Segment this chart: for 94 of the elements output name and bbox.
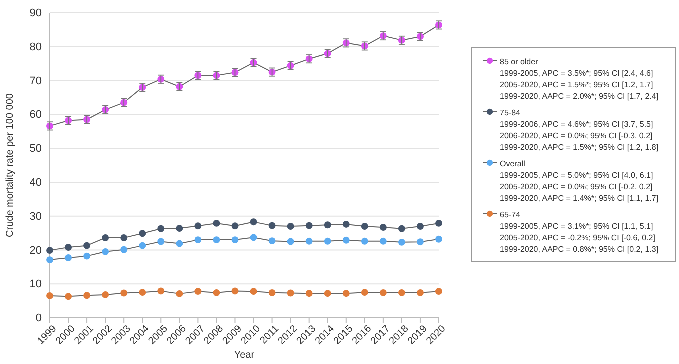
point [213,236,220,244]
y-tick-label: 0 [36,312,42,325]
point [232,222,239,230]
point [139,230,146,238]
point [250,288,258,296]
point [102,234,110,242]
point [342,220,350,228]
point [176,225,184,232]
point [342,236,350,244]
legend-label: 85 or older [500,58,539,66]
point [158,238,165,246]
point [84,292,91,300]
point [398,225,406,232]
point [398,238,406,246]
point [120,246,128,254]
point [176,290,184,298]
point [398,289,406,296]
point [324,222,332,229]
text: 1999-2020, AAPC = 1.5%*; 95% CI [1.2, 1.8] [500,143,659,152]
y-tick-label: 40 [30,176,42,189]
y-tick-label: 30 [30,210,42,223]
point [380,289,387,296]
point [417,289,424,296]
point [306,222,313,230]
point [139,242,146,250]
point [436,220,442,227]
text: 1999-2020, AAPC = 2.0%*; 95% CI [1.7, 2.4] [500,92,659,101]
point [158,288,165,295]
point [194,222,202,230]
point [287,223,294,230]
point [232,236,239,244]
text: 2005-2020, APC = 1.5%*; 95% CI [1.2, 1.7] [500,80,654,90]
point [268,289,276,296]
y-tick-label: 20 [30,244,42,257]
point [46,256,54,264]
point [306,238,313,245]
point [324,238,332,245]
point [176,240,184,248]
point [436,288,442,296]
legend-label: Overall [500,160,526,168]
text: 1999-2005, APC = 3.5%*; 95% CI [2.4, 4.6] [500,69,654,78]
point [120,234,128,242]
y-tick-label: 70 [30,75,42,88]
point [417,238,424,246]
point [65,244,72,251]
text: 1999-2020, AAPC = 0.8%*; 95% CI [0.2, 1.3] [500,245,659,254]
text: 2005-2020, APC = -0.2%; 95% CI [-0.6, 0.2] [500,234,656,242]
point [158,225,165,232]
y-tick-label: 10 [30,278,42,291]
point [417,223,424,230]
text: 1999-2005, APC = 3.1%*; 95% CI [1.1, 5.1] [500,222,654,231]
point [120,290,128,297]
x-axis-title: Year [234,350,256,361]
point [194,288,202,296]
text: 1999-2006, APC = 4.6%*; 95% CI [3.7, 5.5] [500,120,654,129]
y-tick-label: 50 [30,143,42,156]
point [139,289,146,296]
point [65,254,72,262]
text: 2006-2020, APC = 0.0%; 95% CI [-0.3, 0.2] [500,132,653,140]
legend-label: 65-74 [500,210,522,220]
text: 1999-2020, AAPC = 1.4%*; 95% CI [1.1, 1.7] [500,194,659,203]
point [436,236,442,243]
point [268,222,276,230]
point [380,224,387,231]
point [213,220,220,227]
point [324,290,332,298]
point [250,234,258,242]
y-tick-label: 80 [30,41,42,54]
point [84,242,91,250]
point [306,290,313,298]
y-tick-label: 60 [30,109,42,122]
point [65,293,72,300]
point [194,236,202,244]
point [250,218,258,226]
point [361,238,368,245]
point [102,291,110,298]
legend-label: 75-84 [500,108,522,118]
point [361,289,368,296]
y-axis-title: Crude mortality rate per 100 000 [5,93,16,238]
point [213,289,220,296]
point [342,290,350,298]
text: 2005-2020, APC = 0.0%; 95% CI [-0.2, 0.2] [500,182,653,192]
y-tick-label: 90 [30,8,42,20]
point [268,238,276,245]
point [232,288,239,295]
point [102,248,110,256]
point [380,238,387,245]
point [287,290,294,297]
point [361,223,368,230]
text: 1999-2005, APC = 5.0%*; 95% CI [4.0, 6.1] [500,171,654,180]
point [46,247,54,254]
point [84,252,91,260]
point [46,292,54,300]
point [287,238,294,246]
